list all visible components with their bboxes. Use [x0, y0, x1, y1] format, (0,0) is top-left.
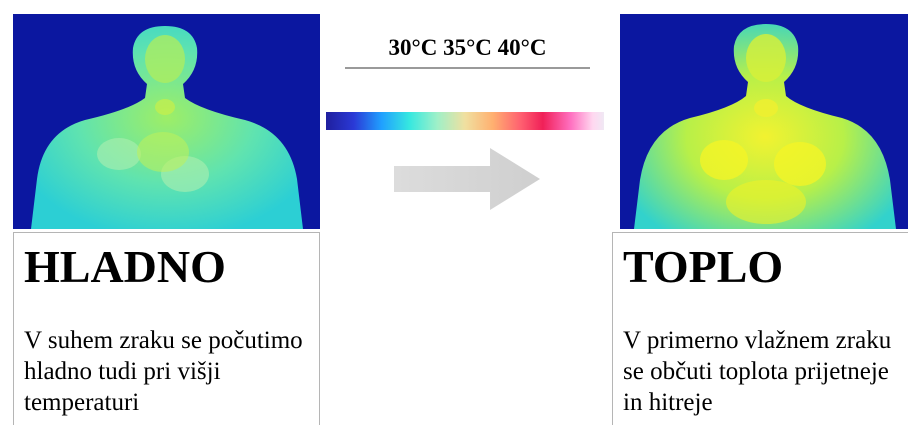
cold-caption-box: HLADNO V suhem zraku se počutimo hladno …: [13, 232, 320, 425]
warm-title: TOPLO: [623, 241, 784, 292]
temperature-scale-label: 30°C 35°C 40°C: [388, 35, 547, 60]
temperature-color-bar: [326, 112, 604, 130]
warm-body-silhouette: [620, 14, 908, 229]
cold-body-silhouette: [13, 14, 320, 229]
cold-description: V suhem zraku se počutimo hladno tudi pr…: [24, 327, 303, 416]
thermal-image-cold: [13, 14, 320, 229]
cold-title: HLADNO: [24, 241, 226, 292]
thermal-image-warm: [620, 14, 908, 229]
warm-caption-box: TOPLO V primerno vlažnem zraku se občuti…: [612, 232, 908, 425]
right-arrow-icon: [394, 148, 540, 215]
scale-underline: [345, 67, 590, 69]
warm-description: V primerno vlažnem zraku se občuti toplo…: [623, 327, 892, 416]
